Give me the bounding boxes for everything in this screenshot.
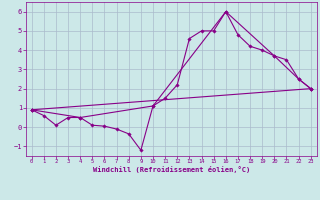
X-axis label: Windchill (Refroidissement éolien,°C): Windchill (Refroidissement éolien,°C) — [92, 166, 250, 173]
